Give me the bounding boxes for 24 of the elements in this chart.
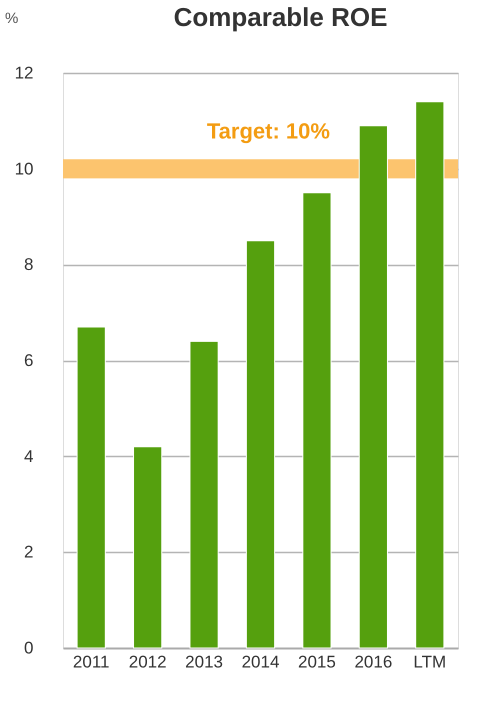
- x-tick-label: LTM: [413, 652, 446, 672]
- x-tick-label: 2013: [185, 652, 223, 672]
- x-tick-label: 2012: [128, 652, 167, 672]
- y-tick-label: 4: [24, 446, 34, 466]
- bar: [415, 101, 444, 648]
- band-label: Target: 10%: [206, 118, 330, 144]
- y-tick-label: 10: [14, 159, 34, 178]
- y-tick-label: 6: [24, 351, 34, 370]
- x-tick-label: 2016: [354, 652, 392, 672]
- bar: [246, 240, 276, 648]
- x-tick-label: 2015: [298, 652, 336, 672]
- bar: [133, 446, 162, 648]
- bar: [358, 125, 388, 648]
- y-tick-label: 12: [14, 64, 34, 82]
- x-tick-label: 2011: [72, 652, 110, 672]
- y-axis-title: %: [5, 10, 18, 27]
- y-tick-label: 8: [24, 255, 34, 274]
- x-tick-label: 2014: [242, 652, 280, 672]
- y-tick-label: 2: [24, 542, 34, 562]
- bar: [302, 192, 332, 648]
- bar: [189, 340, 219, 648]
- y-tick-label: 0: [24, 638, 34, 658]
- bar: [76, 326, 106, 648]
- chart-title: Comparable ROE: [174, 2, 388, 32]
